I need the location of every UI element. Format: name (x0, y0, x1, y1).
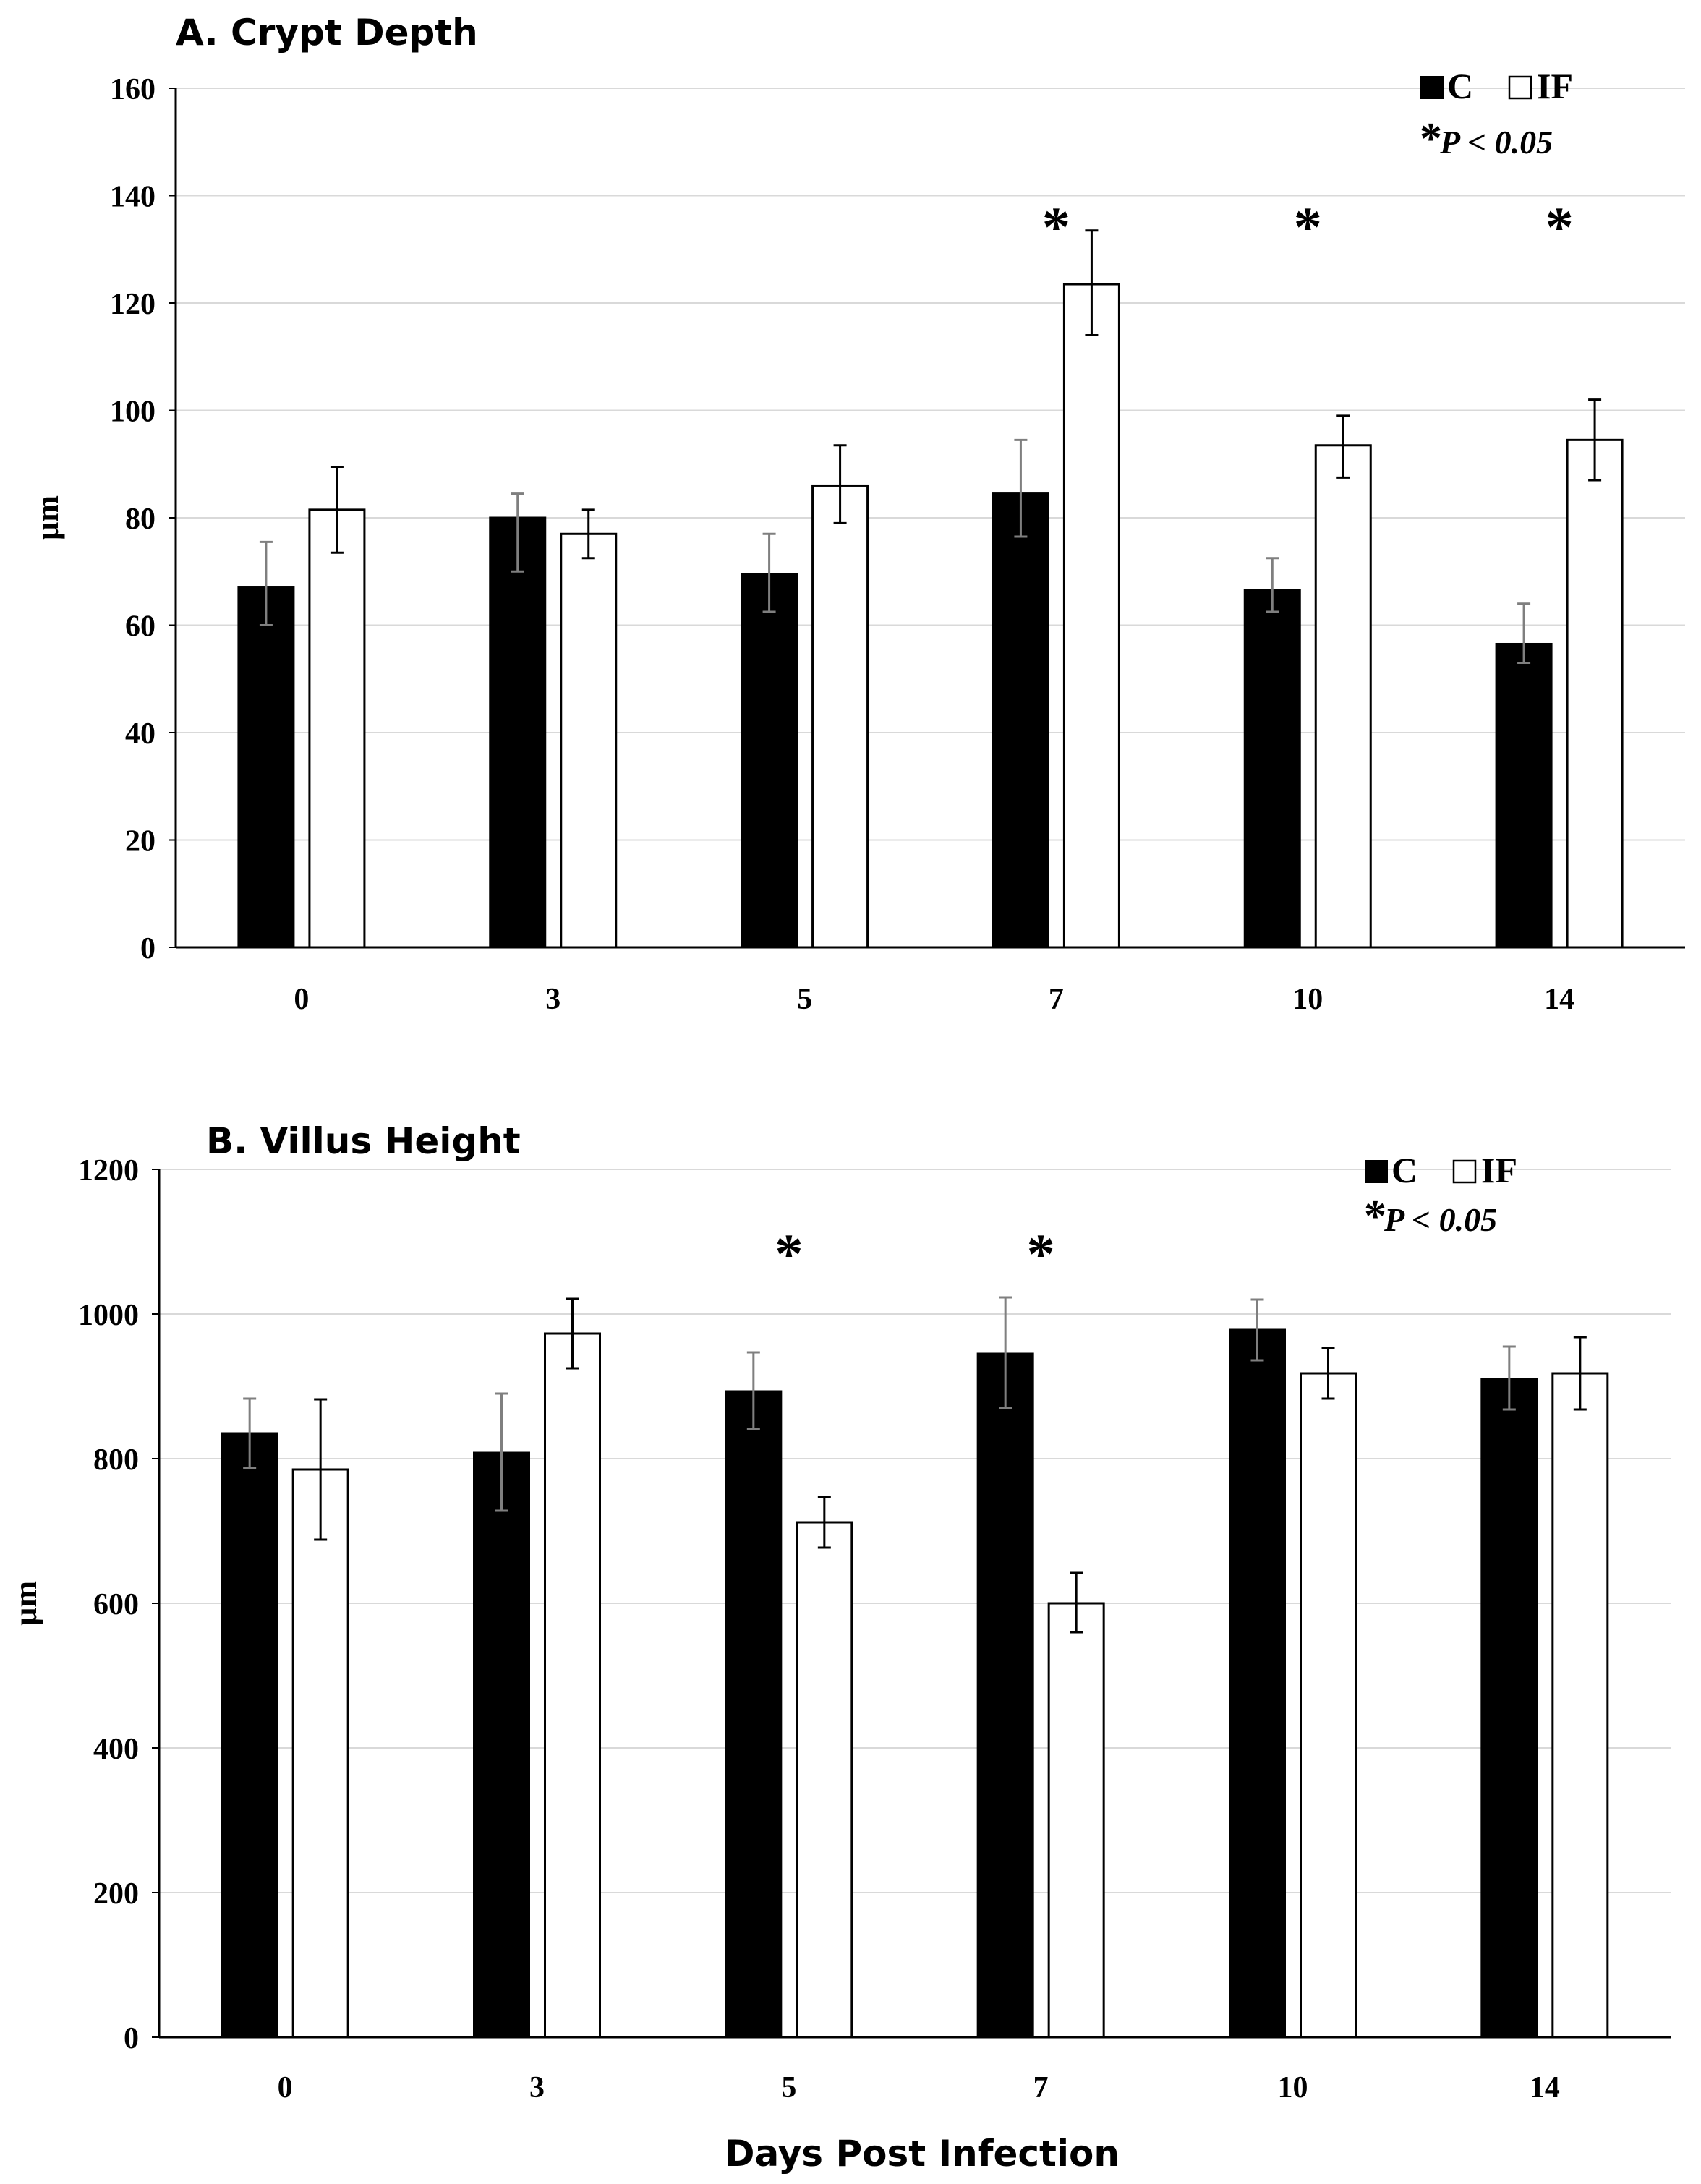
chart-title: B. Villus Height (206, 1120, 521, 1162)
legend-pvalue-text: P < 0.05 (1439, 124, 1553, 161)
villus-height-chart: B. Villus Height 0 200 400 600 800 1000 1200 µm 0… (8, 1120, 1671, 2175)
y-axis-label: µm (8, 1581, 43, 1626)
y-tick-label: 140 (110, 181, 155, 214)
legend-label-if: IF (1537, 66, 1573, 106)
legend: C IF *P < 0.05 (1420, 66, 1573, 163)
x-tick-label: 0 (278, 2071, 293, 2104)
significance-star: * (775, 1222, 803, 1285)
bar-c (1480, 1378, 1538, 2039)
legend-label-c: C (1447, 66, 1473, 106)
x-tick-label: 7 (1049, 983, 1064, 1016)
chart-title: A. Crypt Depth (176, 12, 478, 54)
bar-if (291, 1468, 349, 2039)
bar-if (1062, 283, 1120, 949)
y-axis-label: µm (30, 495, 65, 540)
x-tick-label: 3 (545, 983, 560, 1016)
legend: C IF *P < 0.05 (1364, 1150, 1517, 1241)
legend-swatch-c (1365, 1160, 1388, 1183)
x-tick-label: 0 (294, 983, 309, 1016)
x-tick-label: 10 (1278, 2071, 1308, 2104)
legend-swatch-if (1508, 75, 1532, 100)
bar-c (725, 1390, 783, 2039)
significance-star: * (1294, 195, 1322, 258)
y-tick-label: 100 (110, 396, 155, 429)
x-tick-label: 10 (1292, 983, 1323, 1016)
bar-if (308, 508, 366, 949)
bar-if (1566, 438, 1624, 949)
x-tick-label: 5 (781, 2071, 796, 2104)
y-tick-label: 1200 (78, 1154, 139, 1187)
y-tick-label: 160 (110, 73, 155, 106)
y-tick-label: 20 (125, 825, 155, 858)
legend-label-c: C (1391, 1150, 1418, 1190)
bar-c (1495, 642, 1553, 949)
x-tick-label: 14 (1530, 2071, 1560, 2104)
bar-c (221, 1432, 278, 2039)
y-tick-label: 200 (93, 1877, 139, 1911)
y-tick-label: 1000 (78, 1299, 139, 1332)
y-tick-label: 0 (124, 2022, 139, 2055)
bar-if (1047, 1602, 1105, 2039)
legend-label-if: IF (1481, 1150, 1517, 1190)
legend-pvalue-star: * (1364, 1192, 1386, 1241)
y-tick-label: 600 (93, 1588, 139, 1621)
legend-pvalue-star: * (1420, 114, 1442, 163)
bar-c (992, 492, 1049, 949)
bar-c (489, 516, 547, 949)
x-tick-label: 5 (797, 983, 812, 1016)
bar-if (796, 1521, 853, 2039)
y-tick-label: 800 (93, 1443, 139, 1477)
y-tick-label: 40 (125, 717, 155, 751)
bar-c (976, 1352, 1034, 2039)
y-tick-label: 60 (125, 610, 155, 644)
bar-if (811, 484, 869, 949)
significance-star: * (1042, 195, 1070, 258)
bar-c (473, 1451, 530, 2039)
legend-pvalue-text: P < 0.05 (1384, 1201, 1497, 1238)
bar-if (1314, 444, 1372, 949)
y-tick-label: 80 (125, 503, 155, 536)
y-tick-label: 400 (93, 1733, 139, 1766)
bar-if (1551, 1372, 1609, 2039)
y-tick-label: 120 (110, 288, 155, 321)
bar-c (1229, 1328, 1286, 2039)
crypt-depth-chart: A. Crypt Depth 0 20 40 60 80 100 120 140 160 µm 0 3 5… (30, 12, 1685, 1016)
bar-if (544, 1332, 601, 2039)
significance-star: * (1027, 1222, 1055, 1285)
legend-swatch-if (1452, 1159, 1477, 1184)
bar-c (1243, 589, 1301, 949)
bar-c (741, 573, 798, 949)
x-tick-label: 3 (529, 2071, 545, 2104)
x-tick-label: 7 (1033, 2071, 1049, 2104)
x-tick-label: 14 (1544, 983, 1574, 1016)
x-axis-title: Days Post Infection (725, 2133, 1120, 2175)
y-tick-label: 0 (140, 932, 155, 965)
bar-if (1300, 1372, 1357, 2039)
significance-star: * (1546, 195, 1574, 258)
legend-swatch-c (1420, 76, 1444, 99)
bar-if (560, 532, 618, 949)
bar-c (237, 586, 295, 949)
